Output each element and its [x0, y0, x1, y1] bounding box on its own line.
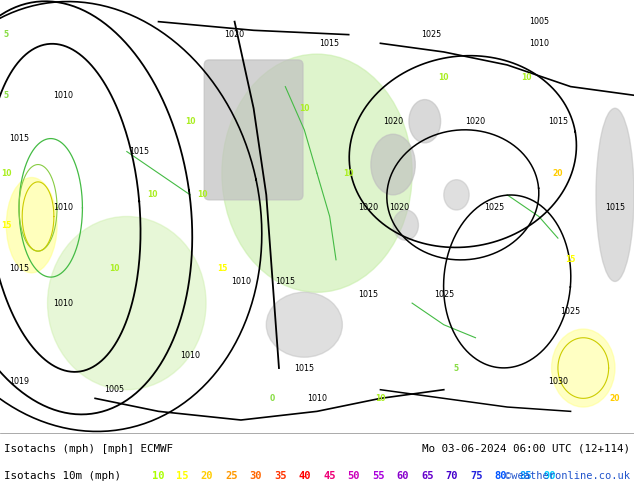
Text: 1015: 1015 — [294, 364, 314, 372]
Text: 15: 15 — [176, 471, 189, 481]
Text: 10: 10 — [521, 74, 531, 82]
Ellipse shape — [222, 54, 412, 292]
Text: 25: 25 — [225, 471, 238, 481]
Text: 1025: 1025 — [560, 307, 581, 316]
Text: 1015: 1015 — [129, 147, 150, 156]
Text: 5: 5 — [4, 91, 9, 100]
Text: 1020: 1020 — [358, 203, 378, 212]
Text: 1010: 1010 — [231, 277, 251, 286]
Text: 90: 90 — [544, 471, 556, 481]
Ellipse shape — [371, 134, 415, 195]
Text: 75: 75 — [470, 471, 482, 481]
Text: 10: 10 — [198, 190, 208, 199]
Text: 1030: 1030 — [548, 376, 568, 386]
Text: 10: 10 — [152, 471, 164, 481]
Text: 15: 15 — [1, 220, 11, 230]
Text: 1015: 1015 — [358, 290, 378, 299]
Text: 15: 15 — [566, 255, 576, 264]
Text: 1015: 1015 — [9, 134, 29, 143]
Text: 40: 40 — [299, 471, 311, 481]
Ellipse shape — [596, 108, 634, 281]
Text: 80: 80 — [495, 471, 507, 481]
Text: 10: 10 — [1, 169, 11, 178]
Text: 20: 20 — [553, 169, 563, 178]
Text: 1020: 1020 — [465, 117, 486, 126]
Text: 1025: 1025 — [421, 30, 441, 39]
Text: 10: 10 — [439, 74, 449, 82]
Text: Mo 03-06-2024 06:00 UTC (12+114): Mo 03-06-2024 06:00 UTC (12+114) — [422, 444, 630, 454]
Text: 1015: 1015 — [275, 277, 295, 286]
Text: 1015: 1015 — [9, 264, 29, 273]
Text: ©weatheronline.co.uk: ©weatheronline.co.uk — [505, 471, 630, 481]
Text: 35: 35 — [275, 471, 287, 481]
Text: 1010: 1010 — [53, 298, 74, 308]
Text: 1025: 1025 — [484, 203, 505, 212]
Ellipse shape — [393, 210, 418, 240]
Text: 10: 10 — [109, 264, 119, 273]
Text: 55: 55 — [372, 471, 385, 481]
Text: 0: 0 — [270, 394, 275, 403]
Text: 10: 10 — [147, 190, 157, 199]
Text: 10: 10 — [185, 117, 195, 126]
Text: 60: 60 — [397, 471, 410, 481]
Text: 10: 10 — [375, 394, 385, 403]
Text: 1010: 1010 — [53, 203, 74, 212]
Text: 1020: 1020 — [389, 203, 410, 212]
Text: 1010: 1010 — [307, 394, 327, 403]
Text: Isotachs (mph) [mph] ECMWF: Isotachs (mph) [mph] ECMWF — [4, 444, 173, 454]
Text: 1010: 1010 — [53, 91, 74, 100]
Text: 5: 5 — [4, 30, 9, 39]
Text: 1010: 1010 — [529, 39, 549, 48]
Text: 1010: 1010 — [180, 350, 200, 360]
Text: 45: 45 — [323, 471, 336, 481]
Text: 70: 70 — [446, 471, 458, 481]
FancyBboxPatch shape — [204, 60, 303, 200]
Ellipse shape — [266, 292, 342, 357]
Text: 1005: 1005 — [104, 385, 124, 394]
Text: 1020: 1020 — [383, 117, 403, 126]
Text: 20: 20 — [610, 394, 620, 403]
Text: 10: 10 — [299, 104, 309, 113]
Text: 1020: 1020 — [224, 30, 245, 39]
Ellipse shape — [6, 177, 57, 273]
Text: 30: 30 — [250, 471, 262, 481]
Text: 1015: 1015 — [320, 39, 340, 48]
Text: 15: 15 — [217, 264, 227, 273]
Text: 85: 85 — [519, 471, 532, 481]
Text: Isotachs 10m (mph): Isotachs 10m (mph) — [4, 471, 121, 481]
Text: 1025: 1025 — [434, 290, 454, 299]
Text: 50: 50 — [348, 471, 360, 481]
Text: 1005: 1005 — [529, 17, 549, 26]
Text: 10: 10 — [344, 169, 354, 178]
Ellipse shape — [409, 99, 441, 143]
Text: 1019: 1019 — [9, 376, 29, 386]
Ellipse shape — [48, 217, 206, 390]
Text: 5: 5 — [454, 364, 459, 372]
Text: 1015: 1015 — [605, 203, 625, 212]
Text: 1015: 1015 — [548, 117, 568, 126]
Ellipse shape — [552, 329, 615, 407]
Ellipse shape — [444, 180, 469, 210]
Text: 65: 65 — [421, 471, 434, 481]
Text: 20: 20 — [201, 471, 213, 481]
